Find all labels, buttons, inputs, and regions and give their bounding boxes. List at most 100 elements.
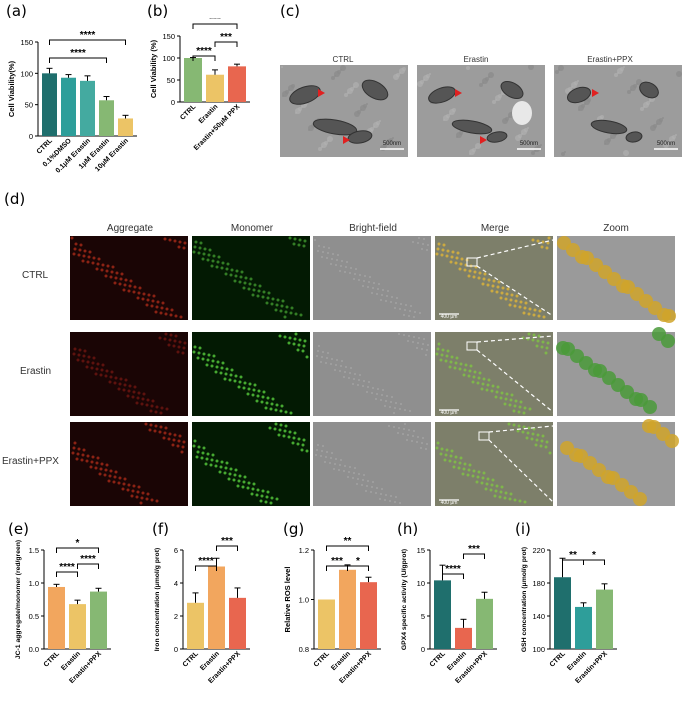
cell xyxy=(155,305,159,309)
cell xyxy=(131,489,135,493)
cell xyxy=(386,395,388,397)
cell xyxy=(85,365,89,369)
cell xyxy=(287,435,291,439)
cell xyxy=(476,475,480,479)
em-images: 500nm 500nm 500nm xyxy=(280,65,682,157)
cell xyxy=(526,431,530,435)
bar xyxy=(42,73,57,136)
cell xyxy=(522,425,526,429)
cell xyxy=(472,469,476,473)
cell xyxy=(302,244,306,248)
chart-e: 0.0 0.5 1.0 1.5 JC-1 aggregate/monomer (red/… xyxy=(15,538,111,685)
cell xyxy=(215,365,219,369)
cell xyxy=(257,289,261,293)
cell xyxy=(297,243,301,247)
cell xyxy=(403,334,405,336)
cell xyxy=(127,483,131,487)
cell xyxy=(178,434,182,438)
cell xyxy=(215,265,219,269)
cell xyxy=(384,405,386,407)
y-axis-label: JC-1 aggregate/monomer (red/green) xyxy=(15,540,22,659)
cell xyxy=(288,430,292,434)
cell xyxy=(158,430,162,434)
cell xyxy=(129,279,133,283)
y-axis-label: Cell Viability(%) xyxy=(7,60,16,117)
cell xyxy=(425,448,427,450)
cell xyxy=(533,308,537,312)
cell xyxy=(172,344,176,348)
cell xyxy=(288,336,292,340)
cell xyxy=(172,438,176,442)
cell xyxy=(301,443,305,447)
cell xyxy=(326,257,328,259)
zoom-line xyxy=(476,335,554,343)
cell xyxy=(414,311,416,313)
cell xyxy=(128,284,132,288)
cell xyxy=(350,267,352,269)
cell xyxy=(475,480,479,484)
cell xyxy=(96,362,100,366)
cell xyxy=(224,272,228,276)
cell xyxy=(229,373,233,377)
x-tick-label: CTRL xyxy=(179,103,198,122)
cell xyxy=(371,392,373,394)
fluor-image xyxy=(435,422,553,506)
cell xyxy=(109,375,113,379)
em-texture xyxy=(515,135,521,141)
cell xyxy=(198,346,202,350)
cell xyxy=(280,404,284,408)
cell xyxy=(96,262,100,266)
em-texture xyxy=(429,73,431,75)
cell xyxy=(176,350,180,354)
cell xyxy=(417,436,419,438)
cell xyxy=(91,261,95,265)
cell xyxy=(275,403,279,407)
cell xyxy=(471,380,475,384)
cell xyxy=(264,500,268,504)
cell xyxy=(303,339,307,343)
cell xyxy=(425,354,427,356)
cell xyxy=(155,499,159,503)
y-tick-label: 50 xyxy=(167,76,175,85)
cell xyxy=(515,294,519,298)
cell xyxy=(532,313,536,317)
cell xyxy=(544,445,548,449)
cell xyxy=(531,238,535,242)
cell xyxy=(140,402,144,406)
cell xyxy=(335,364,337,366)
cell xyxy=(298,338,302,342)
cell xyxy=(221,361,225,365)
em-texture xyxy=(301,106,303,108)
cell xyxy=(346,261,348,263)
cell xyxy=(409,310,411,312)
cell xyxy=(251,393,255,397)
em-texture xyxy=(344,93,348,97)
cell xyxy=(410,305,412,307)
cell xyxy=(335,458,337,460)
cell xyxy=(504,397,508,401)
cell xyxy=(327,352,329,354)
em-texture xyxy=(318,147,322,151)
cell xyxy=(477,276,481,280)
cell xyxy=(90,460,94,464)
cell xyxy=(364,275,366,277)
cell xyxy=(328,247,330,249)
cell xyxy=(99,373,103,377)
cell xyxy=(237,385,241,389)
cell xyxy=(230,368,234,372)
cell xyxy=(305,355,309,359)
cell xyxy=(193,345,197,349)
cell xyxy=(200,456,204,460)
em-texture xyxy=(508,116,510,118)
cell xyxy=(279,309,283,313)
cell xyxy=(216,360,220,364)
cell xyxy=(72,252,76,256)
red-arrow xyxy=(455,89,462,97)
cell xyxy=(382,389,384,391)
cell xyxy=(349,372,351,374)
cell xyxy=(283,335,287,339)
cell xyxy=(158,336,162,340)
cell xyxy=(77,353,81,357)
cell xyxy=(233,473,237,477)
